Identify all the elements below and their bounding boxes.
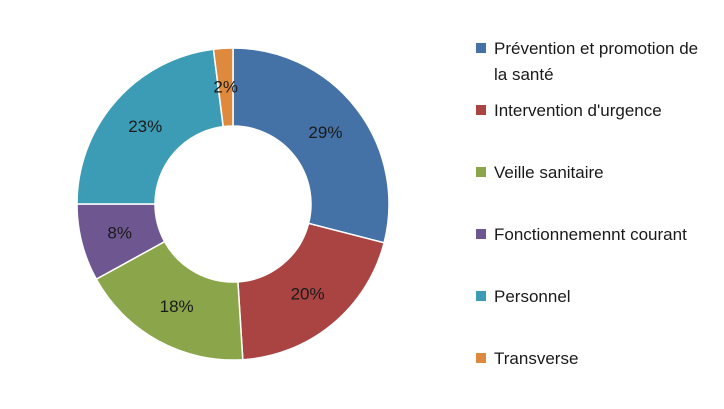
slice-label-prevention-et-promotion-de-la-sante: 29% bbox=[308, 123, 342, 142]
legend-item-transverse: Transverse bbox=[476, 346, 716, 372]
slice-prevention-et-promotion-de-la-sante bbox=[232, 47, 390, 244]
slice-label-fonctionnemennt-courant: 8% bbox=[107, 224, 132, 243]
slice-veille-sanitaire bbox=[95, 240, 244, 361]
legend-swatch bbox=[476, 105, 486, 115]
legend-item-fonctionnemennt-courant: Fonctionnemennt courant bbox=[476, 222, 716, 248]
slice-personnel bbox=[76, 48, 225, 205]
slice-intervention-d-urgence bbox=[237, 222, 386, 361]
slice-label-personnel: 23% bbox=[128, 117, 162, 136]
legend-item-intervention-d-urgence: Intervention d'urgence bbox=[476, 98, 716, 124]
legend-swatch bbox=[476, 43, 486, 53]
slice-transverse bbox=[212, 47, 234, 128]
legend-label: Intervention d'urgence bbox=[494, 101, 662, 120]
legend-swatch bbox=[476, 291, 486, 301]
legend-label: Prévention et promotion de la santé bbox=[494, 39, 699, 84]
slice-label-veille-sanitaire: 18% bbox=[160, 297, 194, 316]
legend-item-personnel: Personnel bbox=[476, 284, 716, 310]
legend-label: Veille sanitaire bbox=[494, 163, 604, 182]
legend-label: Transverse bbox=[494, 349, 579, 368]
legend-label: Fonctionnemennt courant bbox=[494, 225, 687, 244]
donut-slices bbox=[76, 47, 390, 361]
legend-swatch bbox=[476, 353, 486, 363]
slice-label-transverse: 2% bbox=[213, 78, 238, 97]
legend-label: Personnel bbox=[494, 287, 571, 306]
legend-item-veille-sanitaire: Veille sanitaire bbox=[476, 160, 716, 186]
legend-swatch bbox=[476, 229, 486, 239]
slice-labels: 29% 20% 18% 8% 23% 2% bbox=[107, 78, 342, 316]
legend-item-prevention-et-promotion-de-la-sante: Prévention et promotion de la santé bbox=[476, 36, 716, 88]
legend-swatch bbox=[476, 167, 486, 177]
slice-label-intervention-d-urgence: 20% bbox=[291, 285, 325, 304]
